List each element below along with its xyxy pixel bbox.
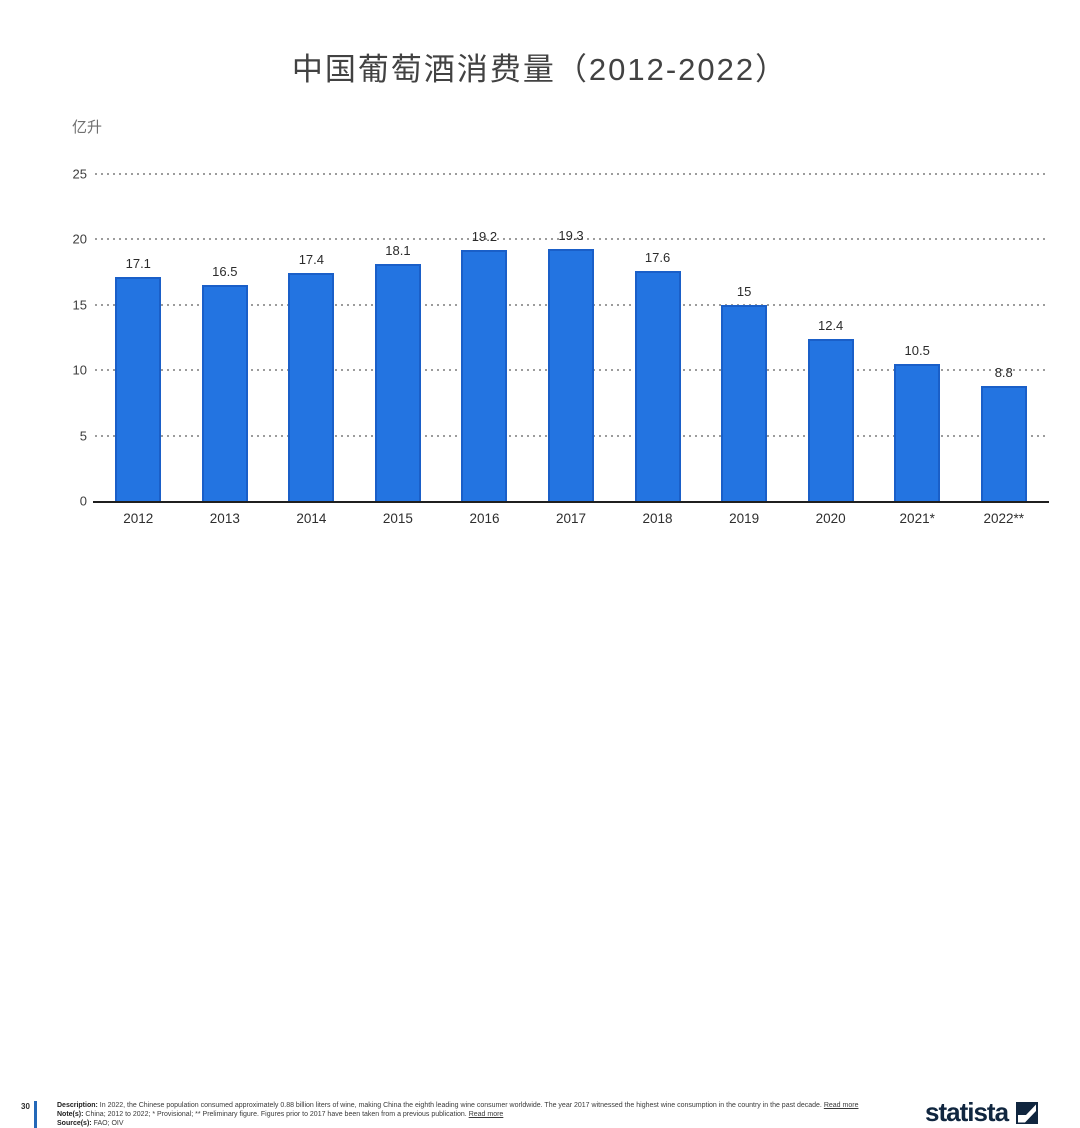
description-label: Description: (57, 1102, 98, 1109)
bar-value-label: 12.4 (817, 318, 844, 333)
description-read-more-link[interactable]: Read more (823, 1102, 859, 1109)
x-tick-2020: 2020 (815, 511, 846, 526)
x-tick-2014: 2014 (296, 511, 327, 526)
bar-value-label: 19.2 (471, 229, 498, 244)
bar-value-label: 10.5 (904, 343, 930, 358)
x-tick-2012: 2012 (123, 511, 154, 526)
x-tick-2016: 2016 (469, 511, 500, 526)
notes-line: Note(s): China; 2012 to 2022; * Provisio… (57, 1110, 887, 1119)
bar-2019 (721, 305, 768, 501)
notes-label: Note(s): (57, 1111, 84, 1118)
x-tick-2022**: 2022** (983, 511, 1025, 526)
gridline-20 (95, 238, 1047, 241)
notes-read-more-link[interactable]: Read more (468, 1111, 504, 1118)
page-number: 30 (21, 1102, 30, 1111)
sources-label: Source(s): (57, 1120, 92, 1127)
footer-text: Description: In 2022, the Chinese popula… (57, 1101, 887, 1128)
y-tick-10: 10 (72, 362, 87, 378)
bar-value-label: 17.4 (298, 252, 325, 267)
description-text: In 2022, the Chinese population consumed… (99, 1102, 822, 1109)
bar-column-2020: 12.4 (787, 174, 874, 501)
bar-column-2013: 16.5 (182, 174, 269, 501)
x-axis-labels: 2012 2013 2014 2015 2016 2017 2018 2019 2020 2021… (95, 511, 1047, 526)
bar-column-2016: 19.2 (441, 174, 528, 501)
footer: 30 Description: In 2022, the Chinese pop… (0, 549, 1080, 1128)
x-tick-2018: 2018 (642, 511, 673, 526)
footer-accent-bar (34, 1101, 37, 1128)
y-axis-unit-label: 亿升 (72, 119, 103, 136)
sources-line: Source(s): FAO; OIV (57, 1119, 887, 1128)
bar-value-label: 18.1 (385, 243, 411, 258)
bar-column-2018: 17.6 (614, 174, 701, 501)
bar-2012 (115, 277, 162, 501)
y-tick-5: 5 (79, 428, 87, 444)
bar-2018 (634, 271, 681, 501)
x-tick-2017: 2017 (555, 511, 587, 526)
statista-logo-text: statista (925, 1097, 1009, 1127)
bar-column-2015: 18.1 (355, 174, 442, 501)
description-line: Description: In 2022, the Chinese popula… (57, 1101, 887, 1110)
bar-2016 (461, 250, 508, 501)
sources-text: FAO; OIV (93, 1120, 124, 1127)
bar-value-label: 19.3 (558, 228, 584, 243)
y-tick-25: 25 (72, 166, 87, 182)
x-tick-2015: 2015 (382, 511, 413, 526)
bar-column-2022**: 8.8 (960, 174, 1047, 501)
bar-2014 (288, 273, 335, 501)
statista-logo: statista (925, 1097, 1039, 1128)
x-axis-baseline (93, 501, 1049, 503)
bar-column-2012: 17.1 (95, 174, 182, 501)
y-tick-0: 0 (79, 493, 87, 509)
notes-text: China; 2012 to 2022; * Provisional; ** P… (85, 1111, 467, 1118)
bar-2021* (894, 364, 941, 501)
bar-value-label: 17.6 (644, 250, 671, 265)
chart-title: 中国葡萄酒消费量（2012-2022） (291, 52, 789, 87)
y-tick-20: 20 (72, 231, 87, 247)
bar-2017 (548, 249, 594, 501)
bar-2020 (807, 339, 854, 501)
x-tick-2019: 2019 (729, 511, 760, 526)
bar-column-2019: 15 (701, 174, 788, 501)
plot-area: 0 5 10 15 20 25 17.1 16.5 17.4 18.1 19.2 19.3 17.6 1… (73, 167, 1049, 509)
bar-value-label: 17.1 (125, 256, 151, 271)
gridline-25 (95, 173, 1047, 175)
bar-2022** (980, 386, 1027, 501)
bar-column-2017: 19.3 (528, 174, 615, 501)
bar-2013 (201, 285, 248, 501)
bar-value-label: 16.5 (212, 264, 238, 279)
bar-column-2021*: 10.5 (874, 174, 961, 501)
bar-column-2014: 17.4 (268, 174, 355, 501)
bar-value-label: 15 (736, 284, 752, 299)
bar-value-label: 8.8 (994, 365, 1013, 380)
y-tick-15: 15 (72, 297, 87, 313)
x-tick-2013: 2013 (209, 511, 240, 526)
x-tick-2021*: 2021* (899, 511, 935, 526)
bar-2015 (374, 264, 421, 501)
bars: 17.1 16.5 17.4 18.1 19.2 19.3 17.6 15 12.4 10.5 8.… (95, 174, 1047, 501)
statista-logo-icon (1016, 1101, 1039, 1124)
slide: 中国葡萄酒消费量（2012-2022） 亿升 0 5 10 15 20 25 17.1 16… (0, 52, 1080, 1128)
